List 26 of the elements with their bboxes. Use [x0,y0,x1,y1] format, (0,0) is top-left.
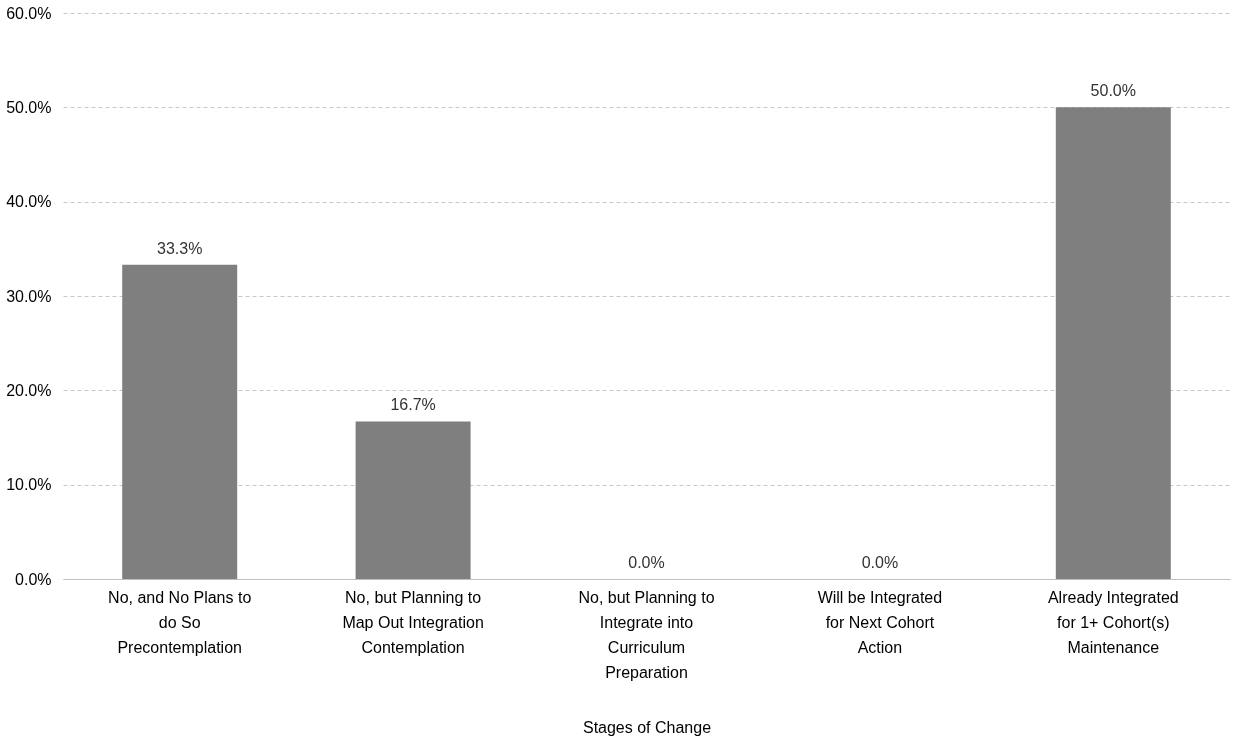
bar [122,264,238,579]
data-label: 0.0% [861,554,899,571]
text: Preparation [605,663,688,681]
x-axis-title: Stages of Change [582,718,712,736]
x-tick-label: No, and No Plans to do So [108,588,252,631]
y-tick-label: 10.0% [6,476,52,494]
y-tick-label: 50.0% [6,98,52,116]
text: Contemplation [361,638,465,656]
y-tick-label: 20.0% [6,381,52,399]
x-tick-label: No, but Planning to Integrate into Curriculum [578,588,715,656]
data-label: 50.0% [1090,82,1136,100]
data-label: 33.3% [157,239,203,257]
y-tick-label: 60.0% [6,4,52,22]
text: Precontemplation [117,638,242,656]
y-tick-label: 40.0% [6,193,52,211]
text: Maintenance [1067,638,1160,656]
bar [1055,107,1171,579]
bar [355,421,471,579]
x-tick-label: Already Integrated for 1+ Cohort(s) [1047,588,1179,631]
data-label: 16.7% [390,396,436,414]
y-tick-label: 0.0% [15,570,52,588]
data-label: 0.0% [628,554,665,571]
text: Action [857,638,903,656]
x-tick-label: Will be Integrated for Next Cohort [817,588,943,631]
x-tick-label: No, but Planning to Map Out Integration [342,588,484,631]
y-tick-label: 30.0% [6,287,52,305]
